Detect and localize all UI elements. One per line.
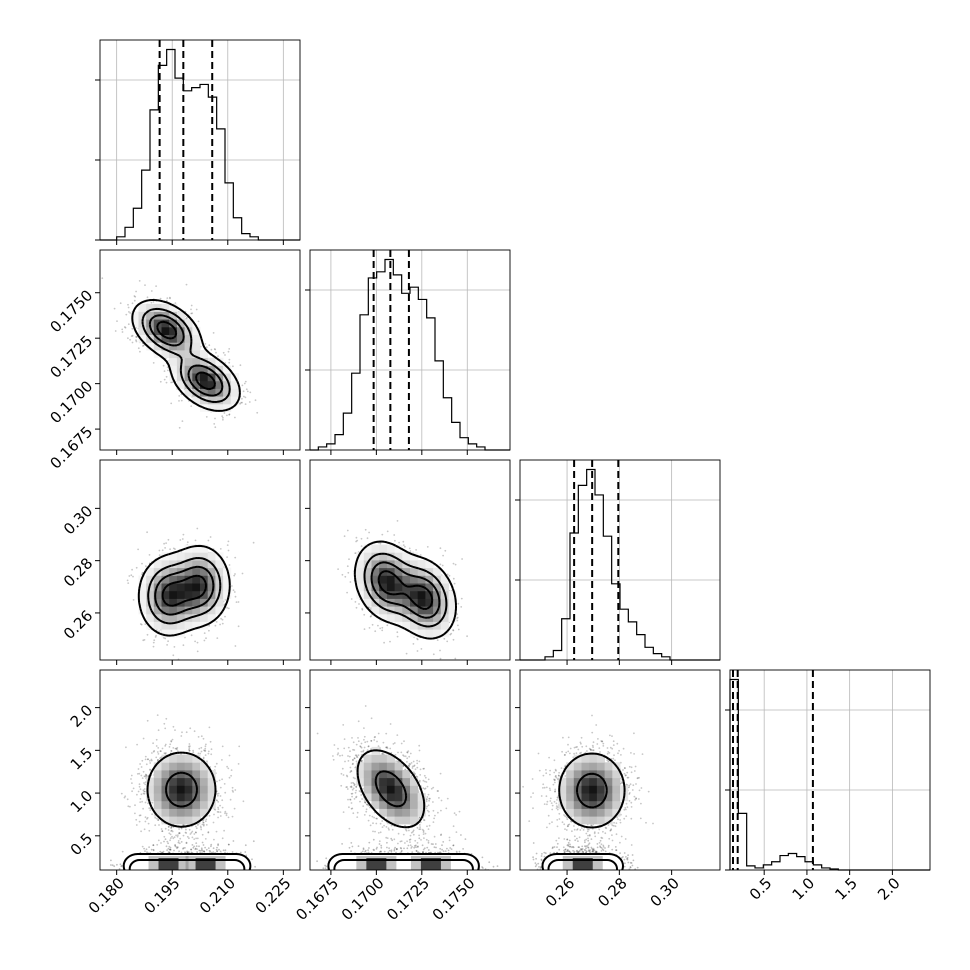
y-tick-label: 0.1750 — [47, 286, 97, 336]
contour-line — [370, 561, 441, 619]
panel-frame — [309, 459, 511, 661]
hist-panel-2 — [515, 459, 721, 665]
contour-line — [363, 552, 448, 628]
contour-line — [547, 859, 619, 870]
pair-panel-1-2 — [305, 459, 511, 665]
x-tick-label: 0.1750 — [429, 874, 479, 924]
contour-line — [377, 570, 434, 610]
contour-line — [576, 772, 608, 809]
contour-line — [128, 859, 246, 870]
x-tick-label: 0.210 — [196, 874, 239, 917]
panel-frame — [99, 459, 301, 661]
pair-panel-2-3 — [515, 669, 721, 875]
contour-line — [161, 574, 207, 607]
contour-line — [131, 299, 241, 412]
histogram-step — [100, 48, 300, 241]
y-tick-label: 0.5 — [67, 829, 97, 859]
hist-panel-0 — [95, 39, 301, 245]
pair-panel-0-3 — [95, 669, 301, 875]
panel-frame — [309, 249, 511, 451]
contour-line — [137, 544, 231, 637]
contour-line — [541, 853, 625, 870]
pair-panel-1-3 — [305, 669, 511, 875]
contour-line — [327, 853, 480, 870]
panel-frame — [99, 249, 301, 451]
contour-line — [148, 314, 224, 397]
hist-panel-1 — [305, 249, 511, 455]
histogram-step — [310, 258, 510, 451]
x-tick-label: 0.195 — [140, 874, 183, 917]
panel-frame — [519, 669, 721, 871]
x-tick-label: 0.30 — [647, 874, 683, 910]
panel-frame — [99, 669, 301, 871]
contour-line — [165, 771, 198, 808]
x-tick-label: 0.1725 — [383, 874, 433, 924]
y-tick-label: 0.1700 — [47, 377, 97, 427]
panel-frame — [309, 669, 511, 871]
y-tick-label: 0.1725 — [47, 332, 97, 382]
y-tick-label: 1.0 — [67, 787, 97, 817]
y-tick-label: 0.30 — [60, 502, 96, 538]
contour-line — [558, 752, 626, 829]
histogram-step — [520, 468, 720, 661]
panel-frame — [519, 459, 721, 661]
x-tick-label: 0.26 — [542, 874, 578, 910]
contour-line — [374, 770, 408, 808]
y-tick-label: 0.28 — [60, 554, 96, 590]
contour-line — [154, 565, 215, 616]
y-tick-label: 2.0 — [67, 701, 97, 731]
pair-panel-0-2 — [95, 459, 301, 665]
y-tick-label: 0.26 — [60, 607, 96, 643]
x-tick-label: 0.5 — [746, 874, 776, 904]
x-tick-label: 0.225 — [252, 874, 295, 917]
hist-panel-3 — [725, 669, 931, 875]
histogram-step — [729, 678, 930, 871]
panel-frame — [729, 669, 931, 871]
x-tick-label: 0.180 — [85, 874, 128, 917]
contour-line — [156, 320, 216, 391]
y-tick-label: 0.1675 — [47, 423, 97, 473]
x-tick-label: 2.0 — [874, 874, 904, 904]
panel-frame — [99, 39, 301, 241]
x-tick-label: 1.0 — [789, 874, 819, 904]
pair-panel-0-1 — [95, 249, 301, 455]
contour-line — [356, 749, 426, 829]
contour-line — [146, 751, 217, 828]
contour-line — [353, 540, 457, 640]
y-tick-label: 1.5 — [67, 744, 97, 774]
x-tick-label: 0.28 — [594, 874, 630, 910]
contour-line — [147, 557, 222, 625]
x-tick-label: 1.5 — [831, 874, 861, 904]
x-tick-label: 0.1675 — [292, 874, 342, 924]
contour-line — [141, 307, 231, 403]
contour-line — [333, 859, 474, 870]
contour-line — [122, 853, 252, 870]
x-tick-label: 0.1700 — [338, 874, 388, 924]
